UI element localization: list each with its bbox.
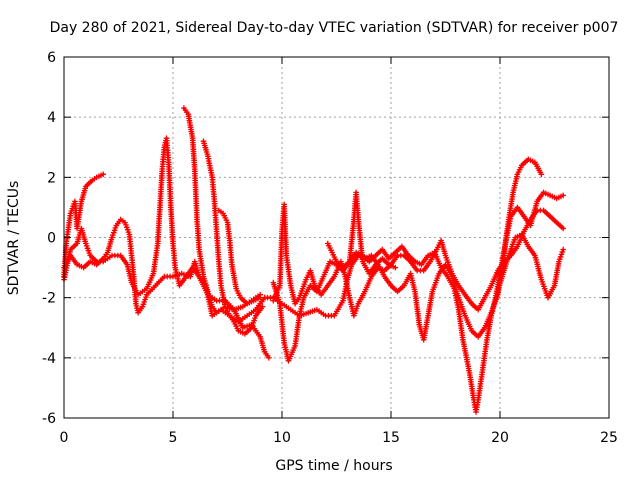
- x-tick-label: 15: [382, 430, 400, 446]
- series-trace-10: [325, 189, 399, 277]
- y-tick-label: 2: [47, 170, 56, 186]
- y-tick-label: -4: [42, 351, 56, 367]
- series-layer: [61, 105, 566, 415]
- series-trace-7: [270, 156, 545, 415]
- series-trace-11: [492, 231, 566, 301]
- series-points: [270, 201, 566, 319]
- y-tick-label: -2: [42, 291, 56, 307]
- series-trace-8: [261, 189, 566, 343]
- y-tick-label: 0: [47, 231, 56, 247]
- series-points: [216, 207, 263, 307]
- x-tick-label: 0: [60, 430, 69, 446]
- y-tick-labels: -6 -4 -2 0 2 4 6: [42, 50, 56, 427]
- y-tick-label: 6: [47, 50, 56, 66]
- x-tick-label: 10: [273, 430, 291, 446]
- series-trace-5: [200, 138, 266, 337]
- series-points: [325, 189, 399, 277]
- series-trace-4: [181, 105, 272, 361]
- x-tick-label: 20: [491, 430, 509, 446]
- series-line: [272, 203, 565, 317]
- x-tick-label: 25: [600, 430, 618, 446]
- series-trace-3: [61, 135, 268, 325]
- x-axis-label: GPS time / hours: [275, 458, 392, 474]
- y-tick-label: -6: [42, 411, 56, 427]
- series-points: [200, 138, 266, 337]
- series-line: [62, 136, 266, 323]
- series-points: [61, 135, 268, 325]
- series-trace-6: [216, 207, 263, 307]
- y-axis-label: SDTVAR / TECUs: [6, 181, 22, 296]
- chart-title: Day 280 of 2021, Sidereal Day-to-day VTE…: [50, 20, 619, 36]
- ticks: [63, 56, 610, 419]
- series-points: [261, 189, 566, 343]
- grid: [64, 57, 609, 418]
- x-tick-label: 5: [169, 430, 178, 446]
- x-tick-labels: 0 5 10 15 20 25: [60, 430, 618, 446]
- y-tick-label: 4: [47, 110, 56, 126]
- series-points: [181, 105, 272, 361]
- series-points: [492, 231, 566, 301]
- series-points: [270, 156, 545, 415]
